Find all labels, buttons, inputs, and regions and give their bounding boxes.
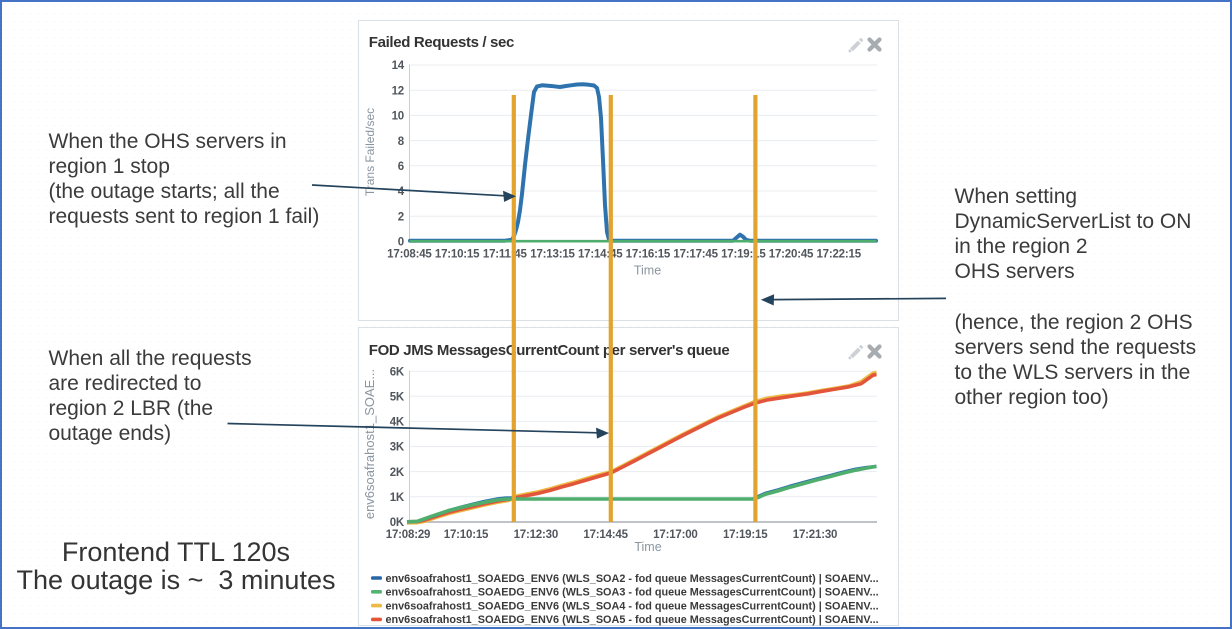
svg-text:12: 12 <box>392 85 404 97</box>
svg-text:17:21:30: 17:21:30 <box>793 529 837 541</box>
svg-text:17:11:45: 17:11:45 <box>483 248 528 260</box>
svg-text:17:13:15: 17:13:15 <box>530 248 575 260</box>
svg-text:4: 4 <box>398 186 405 198</box>
svg-text:0K: 0K <box>390 517 405 529</box>
svg-text:6: 6 <box>398 161 404 173</box>
svg-text:Time: Time <box>634 264 661 278</box>
svg-text:1K: 1K <box>390 492 405 504</box>
svg-text:env6soafrahost1_SOAEDG_ENV6 (W: env6soafrahost1_SOAEDG_ENV6 (WLS_SOA3 - … <box>386 587 879 599</box>
svg-text:8: 8 <box>398 136 405 148</box>
svg-text:17:10:15: 17:10:15 <box>435 248 480 260</box>
svg-text:17:14:45: 17:14:45 <box>578 248 623 260</box>
svg-text:2K: 2K <box>390 467 405 479</box>
svg-text:env6soafrahost1_SOAEDG_ENV6 (W: env6soafrahost1_SOAEDG_ENV6 (WLS_SOA2 - … <box>386 573 879 585</box>
svg-text:3K: 3K <box>390 442 405 454</box>
svg-text:2: 2 <box>398 211 404 223</box>
svg-text:17:19:15: 17:19:15 <box>721 248 766 260</box>
svg-text:17:08:29: 17:08:29 <box>386 529 430 541</box>
svg-text:0: 0 <box>398 237 404 249</box>
svg-text:17:16:15: 17:16:15 <box>626 248 671 260</box>
svg-text:6K: 6K <box>390 366 405 378</box>
svg-text:14: 14 <box>392 60 405 72</box>
svg-text:17:10:15: 17:10:15 <box>444 529 489 541</box>
svg-text:4K: 4K <box>390 417 405 429</box>
svg-text:17:22:15: 17:22:15 <box>816 248 861 260</box>
svg-text:17:14:45: 17:14:45 <box>583 529 628 541</box>
svg-text:env6soafrahost1_SOAEDG_ENV6 (W: env6soafrahost1_SOAEDG_ENV6 (WLS_SOA4 - … <box>386 600 879 612</box>
svg-text:env6soafrahost1_SOAEDG_ENV6 (W: env6soafrahost1_SOAEDG_ENV6 (WLS_SOA5 - … <box>386 614 879 626</box>
svg-text:17:08:45: 17:08:45 <box>387 248 432 260</box>
svg-text:17:17:00: 17:17:00 <box>653 529 697 541</box>
svg-text:env6soafrahost1_SOAE...: env6soafrahost1_SOAE... <box>362 369 377 519</box>
svg-text:Time: Time <box>634 540 661 554</box>
svg-text:17:20:45: 17:20:45 <box>769 248 814 260</box>
svg-text:5K: 5K <box>390 392 405 404</box>
svg-text:10: 10 <box>392 111 404 123</box>
svg-text:Trans Failed/sec: Trans Failed/sec <box>363 108 377 196</box>
svg-text:17:19:15: 17:19:15 <box>723 529 768 541</box>
svg-text:17:12:30: 17:12:30 <box>514 529 558 541</box>
svg-text:17:17:45: 17:17:45 <box>673 248 718 260</box>
